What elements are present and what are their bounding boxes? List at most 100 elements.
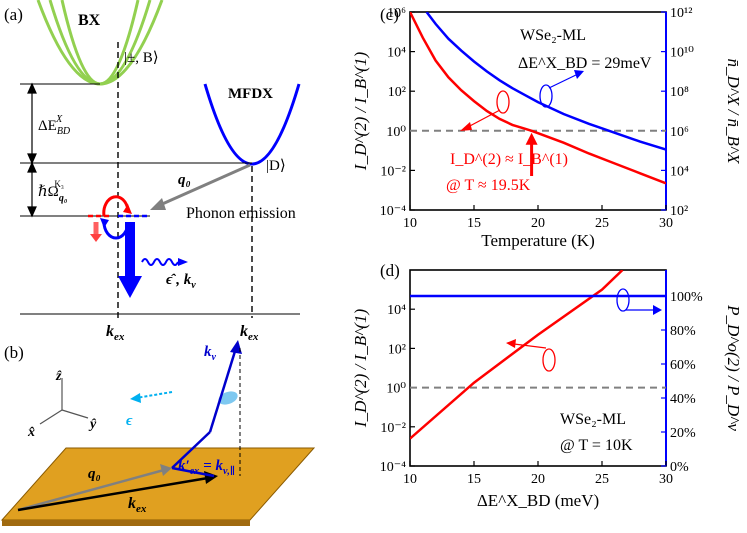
surface-plane <box>0 447 316 521</box>
y-tick-label: 10⁻⁴ <box>380 460 406 475</box>
state-d-label: |D⟩ <box>266 158 286 174</box>
panel-d: (d) 10 15 20 25 30 10⁻⁴ 10⁻² 10⁰ 10² 10⁴ 0% 20% 40% 6… <box>351 261 743 510</box>
y-right-axis-label: n̄_D^X / n̄_B^X <box>724 59 743 165</box>
polarization-arrow <box>130 391 173 403</box>
x-tick-label: 25 <box>595 472 609 487</box>
blue-pointer-head <box>574 70 584 79</box>
red-curve-marker <box>542 348 556 372</box>
q0-arrowhead <box>160 464 172 476</box>
red-curve-marker <box>496 90 510 114</box>
q0-label-b: q₀ <box>88 466 101 482</box>
photon-label: ϵ̂ , kν <box>166 272 196 291</box>
kex-label-b: kex <box>128 495 147 515</box>
surface-plane-edge <box>2 520 250 526</box>
series-occupation-blue <box>425 12 666 151</box>
annotation-material: WSe₂-ML <box>520 27 586 44</box>
x-tick-label: 10 <box>403 472 417 487</box>
panel-b-label: (b) <box>4 343 24 362</box>
x-tick-label: 30 <box>659 472 673 487</box>
knu-vector <box>208 347 238 433</box>
kex-vector <box>17 476 209 512</box>
y-right-tick-label: 10¹² <box>670 6 692 21</box>
hbar-omega-arrow <box>27 161 37 218</box>
series-group <box>410 12 666 185</box>
kex-prime-horizontal <box>171 466 215 478</box>
phonon-emission-label: Phonon emission <box>186 205 296 222</box>
coordinate-axes <box>39 378 89 425</box>
axis-z-label: ẑ <box>55 369 62 384</box>
red-pointer-line <box>465 109 501 129</box>
blue-curve-marker <box>616 288 630 312</box>
chart-d: 10 15 20 25 30 10⁻⁴ 10⁻² 10⁰ 10² 10⁴ 0% 20% 40% 60% 80… <box>351 269 743 510</box>
y-right-tick-label: 10⁴ <box>670 164 689 179</box>
delta-e-arrow <box>27 82 37 165</box>
photon-wave <box>141 258 179 266</box>
y-right-tick-label: 100% <box>670 290 703 305</box>
x-tick-label: 20 <box>531 472 545 487</box>
annotation-material: WSe₂-ML <box>560 411 626 428</box>
y-tick-label: 10⁻² <box>380 421 406 436</box>
series-ratio-red <box>410 270 624 440</box>
y-axis-label: I_D^(2) / I_B^(1) <box>351 309 370 429</box>
y-right-tick-label: 80% <box>670 324 696 339</box>
annotation-temperature: @ T = 10K <box>560 437 633 454</box>
series-group <box>410 270 666 440</box>
annotation-delta: ΔE^X_BD = 29meV <box>518 55 652 72</box>
y-tick-label: 10⁰ <box>386 382 406 397</box>
panel-d-label: (d) <box>380 261 400 280</box>
y-right-tick-label: 60% <box>670 358 696 373</box>
y-tick-label: 10² <box>388 85 406 100</box>
y-right-tick-label: 0% <box>670 460 689 475</box>
blue-pointer-head <box>653 305 662 315</box>
crossing-arrowhead <box>525 132 538 145</box>
bx-label: BX <box>78 12 101 29</box>
y-tick-label: 10² <box>388 342 406 357</box>
series-ratio-red <box>410 12 666 185</box>
q0-label-a: q₀ <box>178 172 191 188</box>
mfdx-parabola <box>203 83 301 166</box>
x-tick-label: 10 <box>403 216 417 231</box>
axis-y-label: ŷ <box>88 417 97 432</box>
emission-arrowhead <box>118 276 142 298</box>
y-right-tick-label: 10⁶ <box>670 125 689 140</box>
x-tick-label: 30 <box>659 216 673 231</box>
red-pointer-line <box>513 343 547 349</box>
panel-b: (b) ẑ x̂ ŷ ϵ q₀ kex <box>0 340 316 526</box>
y-tick-label: 10⁻⁴ <box>380 204 406 219</box>
kex-right-label: kex <box>240 323 259 343</box>
x-tick-label: 25 <box>595 216 609 231</box>
y-axis-label: I_D^(2) / I_B^(1) <box>351 52 370 172</box>
kex-left-label: kex <box>106 323 125 343</box>
kex-prime-label: k′ex = kν,∥ <box>178 458 235 477</box>
blue-pointer-line <box>548 73 579 89</box>
phonon-arrow <box>159 163 251 207</box>
photon-disc <box>218 391 238 405</box>
y-right-tick-label: 10² <box>670 204 688 219</box>
blue-curve-marker <box>539 84 553 108</box>
panel-c-label: (c) <box>380 5 399 24</box>
red-pointer-head <box>460 122 472 131</box>
mfdx-label: MFDX <box>228 86 273 102</box>
chart-c: 10 15 20 25 30 10⁻⁴ 10⁻² 10⁰ 10² 10⁴ 10⁶ 10² 10⁴ 10⁶ 1… <box>351 6 743 250</box>
epsilon-label: ϵ <box>126 413 133 429</box>
kex-prime-vector <box>171 431 211 469</box>
emission-arrow-shaft <box>125 222 135 278</box>
y-right-tick-label: 10¹⁰ <box>670 46 694 61</box>
panel-a: (a) BX |±, B⟩ MFDX |D⟩ ΔEBDX <box>4 0 301 343</box>
red-pointer-head <box>506 339 516 348</box>
q0-vector <box>17 468 165 512</box>
y-tick-label: 10⁴ <box>387 303 406 318</box>
phonon-arrowhead <box>150 198 166 210</box>
hbar-omega-label: ℏΩq₀K₃ <box>38 179 68 204</box>
y-tick-label: 10⁻² <box>380 164 406 179</box>
annotation-temperature: @ T ≈ 19.5K <box>446 177 531 194</box>
axis-x-label: x̂ <box>27 425 35 440</box>
panel-c: (c) 10 15 20 25 30 10⁻⁴ 10⁻² 10⁰ 10² 10⁴ 10⁶ 10² 10⁴… <box>351 5 743 250</box>
x-tick-label: 15 <box>467 216 481 231</box>
annotation-crossing: I_D^(2) ≈ I_B^(1) <box>450 151 568 168</box>
y-right-tick-label: 40% <box>670 392 696 407</box>
x-axis-label: ΔE^X_BD (meV) <box>477 491 599 510</box>
y-tick-label: 10⁴ <box>387 46 406 61</box>
photon-arrowhead <box>178 258 188 266</box>
